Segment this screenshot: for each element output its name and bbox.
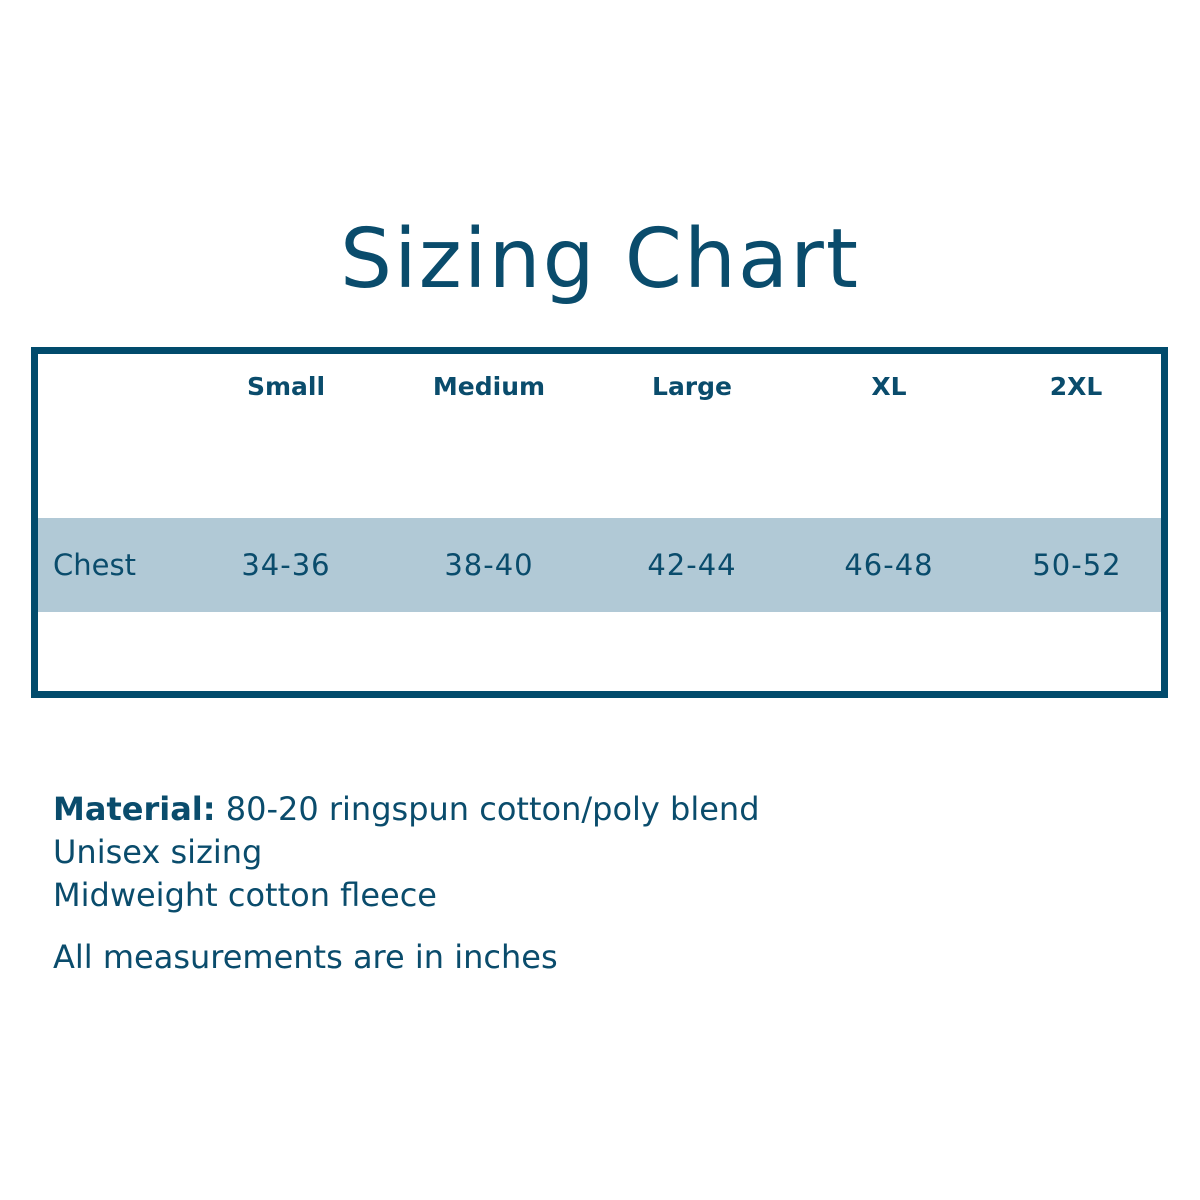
material-value: 80-20 ringspun cotton/poly blend bbox=[215, 790, 760, 828]
column-header-large: Large bbox=[652, 372, 732, 401]
chest-large: 42-44 bbox=[647, 548, 737, 582]
fleece-line: Midweight cotton fleece bbox=[53, 876, 437, 914]
sizing-table-frame bbox=[31, 347, 1168, 698]
material-line: Material: 80-20 ringspun cotton/poly ble… bbox=[53, 788, 760, 831]
unisex-line: Unisex sizing bbox=[53, 833, 263, 871]
column-header-medium: Medium bbox=[432, 372, 546, 401]
units-note: All measurements are in inches bbox=[53, 938, 558, 976]
column-header-2xl: 2XL bbox=[1049, 372, 1103, 401]
product-notes: Material: 80-20 ringspun cotton/poly ble… bbox=[53, 788, 760, 917]
column-header-xl: XL bbox=[871, 372, 907, 401]
row-label-chest: Chest bbox=[53, 548, 136, 582]
chest-row-band bbox=[38, 518, 1161, 612]
chest-small: 34-36 bbox=[241, 548, 331, 582]
chest-2xl: 50-52 bbox=[1032, 548, 1122, 582]
material-label: Material: bbox=[53, 790, 216, 828]
chest-medium: 38-40 bbox=[444, 548, 534, 582]
chest-xl: 46-48 bbox=[844, 548, 934, 582]
column-header-small: Small bbox=[246, 372, 326, 401]
page-title: Sizing Chart bbox=[339, 212, 861, 307]
